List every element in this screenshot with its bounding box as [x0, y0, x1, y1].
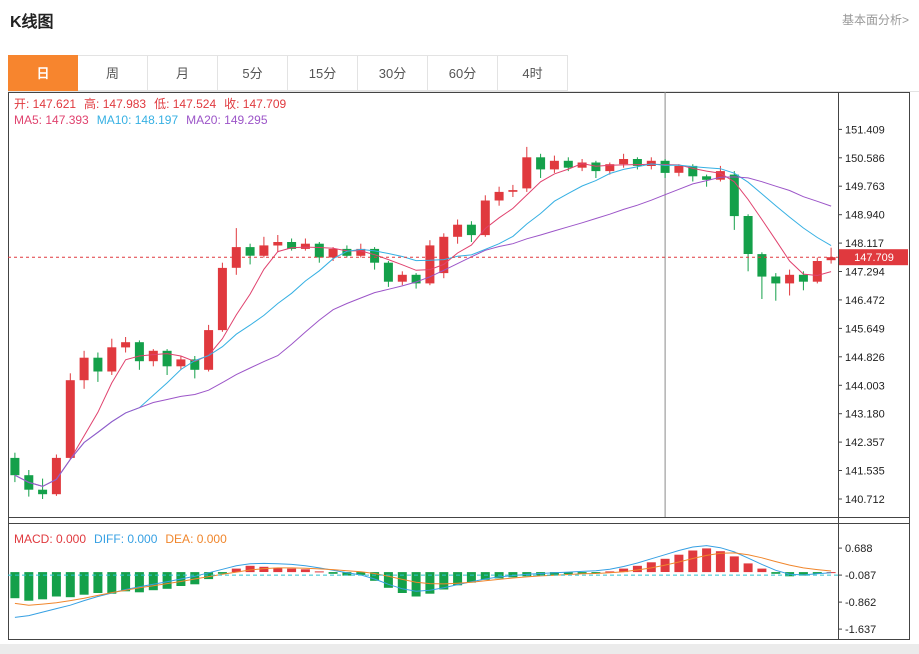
svg-text:0.688: 0.688: [845, 543, 873, 555]
svg-text:144.826: 144.826: [845, 352, 885, 364]
tab-h4[interactable]: 4时: [498, 55, 568, 91]
current-price-line: 147.709: [8, 249, 908, 266]
current-price-badge: [839, 249, 908, 266]
kline-canvas[interactable]: 151.409 150.586 149.763 148.940 148.117 147.2…: [8, 92, 910, 640]
macd-panel: [8, 545, 838, 618]
svg-text:149.763: 149.763: [845, 181, 885, 193]
svg-text:146.472: 146.472: [845, 295, 885, 307]
tab-m15[interactable]: 15分: [288, 55, 358, 91]
legend-ma-ma5: MA5: 147.393: [14, 113, 89, 127]
diff-line: [14, 545, 832, 618]
svg-text:-0.087: -0.087: [845, 570, 876, 582]
svg-text:-1.637: -1.637: [845, 624, 876, 636]
tab-m60[interactable]: 60分: [428, 55, 498, 91]
legend-macd-dea: DEA: 0.000: [165, 532, 227, 546]
ma-lines-layer: [14, 162, 832, 487]
legend-ohlc-low: 低: 147.524: [154, 97, 217, 111]
ma-legend: MA5: 147.393 MA10: 148.197 MA20: 149.295: [14, 113, 276, 127]
macd-axis: 0.688 -0.087 -0.862 -1.637: [838, 543, 876, 636]
fundamental-analysis-link[interactable]: 基本面分析>: [841, 13, 909, 27]
legend-macd-diff: DIFF: 0.000: [94, 532, 158, 546]
svg-text:147.709: 147.709: [854, 252, 894, 264]
tab-day[interactable]: 日: [8, 55, 78, 91]
price-axis: 151.409 150.586 149.763 148.940 148.117 147.2…: [838, 124, 885, 506]
svg-text:144.003: 144.003: [845, 380, 885, 392]
svg-text:-0.862: -0.862: [845, 597, 876, 609]
svg-text:148.117: 148.117: [845, 238, 884, 250]
macd-legend: MACD: 0.000 DIFF: 0.000 DEA: 0.000: [14, 532, 235, 546]
tab-m30[interactable]: 30分: [358, 55, 428, 91]
candles-layer: [10, 146, 836, 499]
svg-text:148.940: 148.940: [845, 210, 885, 222]
svg-text:142.357: 142.357: [845, 437, 885, 449]
tab-month[interactable]: 月: [148, 55, 218, 91]
kline-chart-area: 151.409 150.586 149.763 148.940 148.117 147.2…: [8, 92, 910, 640]
chart-border: [8, 92, 910, 640]
legend-ohlc-close: 收: 147.709: [224, 97, 287, 111]
dea-line: [14, 552, 832, 606]
svg-text:143.180: 143.180: [845, 409, 885, 421]
svg-text:140.712: 140.712: [845, 494, 885, 506]
ohlc-legend: 开: 147.621 高: 147.983 低: 147.524 收: 147.709: [14, 95, 294, 112]
legend-ma-ma10: MA10: 148.197: [96, 113, 179, 127]
svg-text:141.535: 141.535: [845, 466, 885, 478]
footer-divider: [0, 644, 919, 654]
legend-ma-ma20: MA20: 149.295: [186, 113, 268, 127]
svg-text:151.409: 151.409: [845, 124, 885, 136]
legend-macd-macd: MACD: 0.000: [14, 532, 87, 546]
legend-ohlc-open: 开: 147.621: [14, 97, 77, 111]
tab-m5[interactable]: 5分: [218, 55, 288, 91]
timeframe-tabs: 日周月 5分 15分 30分 60分 4时: [8, 55, 919, 92]
svg-text:150.586: 150.586: [845, 153, 885, 165]
svg-text:147.294: 147.294: [845, 267, 885, 279]
legend-ohlc-high: 高: 147.983: [84, 97, 147, 111]
svg-text:145.649: 145.649: [845, 323, 885, 335]
tab-week[interactable]: 周: [78, 55, 148, 91]
page-title: K线图: [10, 14, 54, 31]
